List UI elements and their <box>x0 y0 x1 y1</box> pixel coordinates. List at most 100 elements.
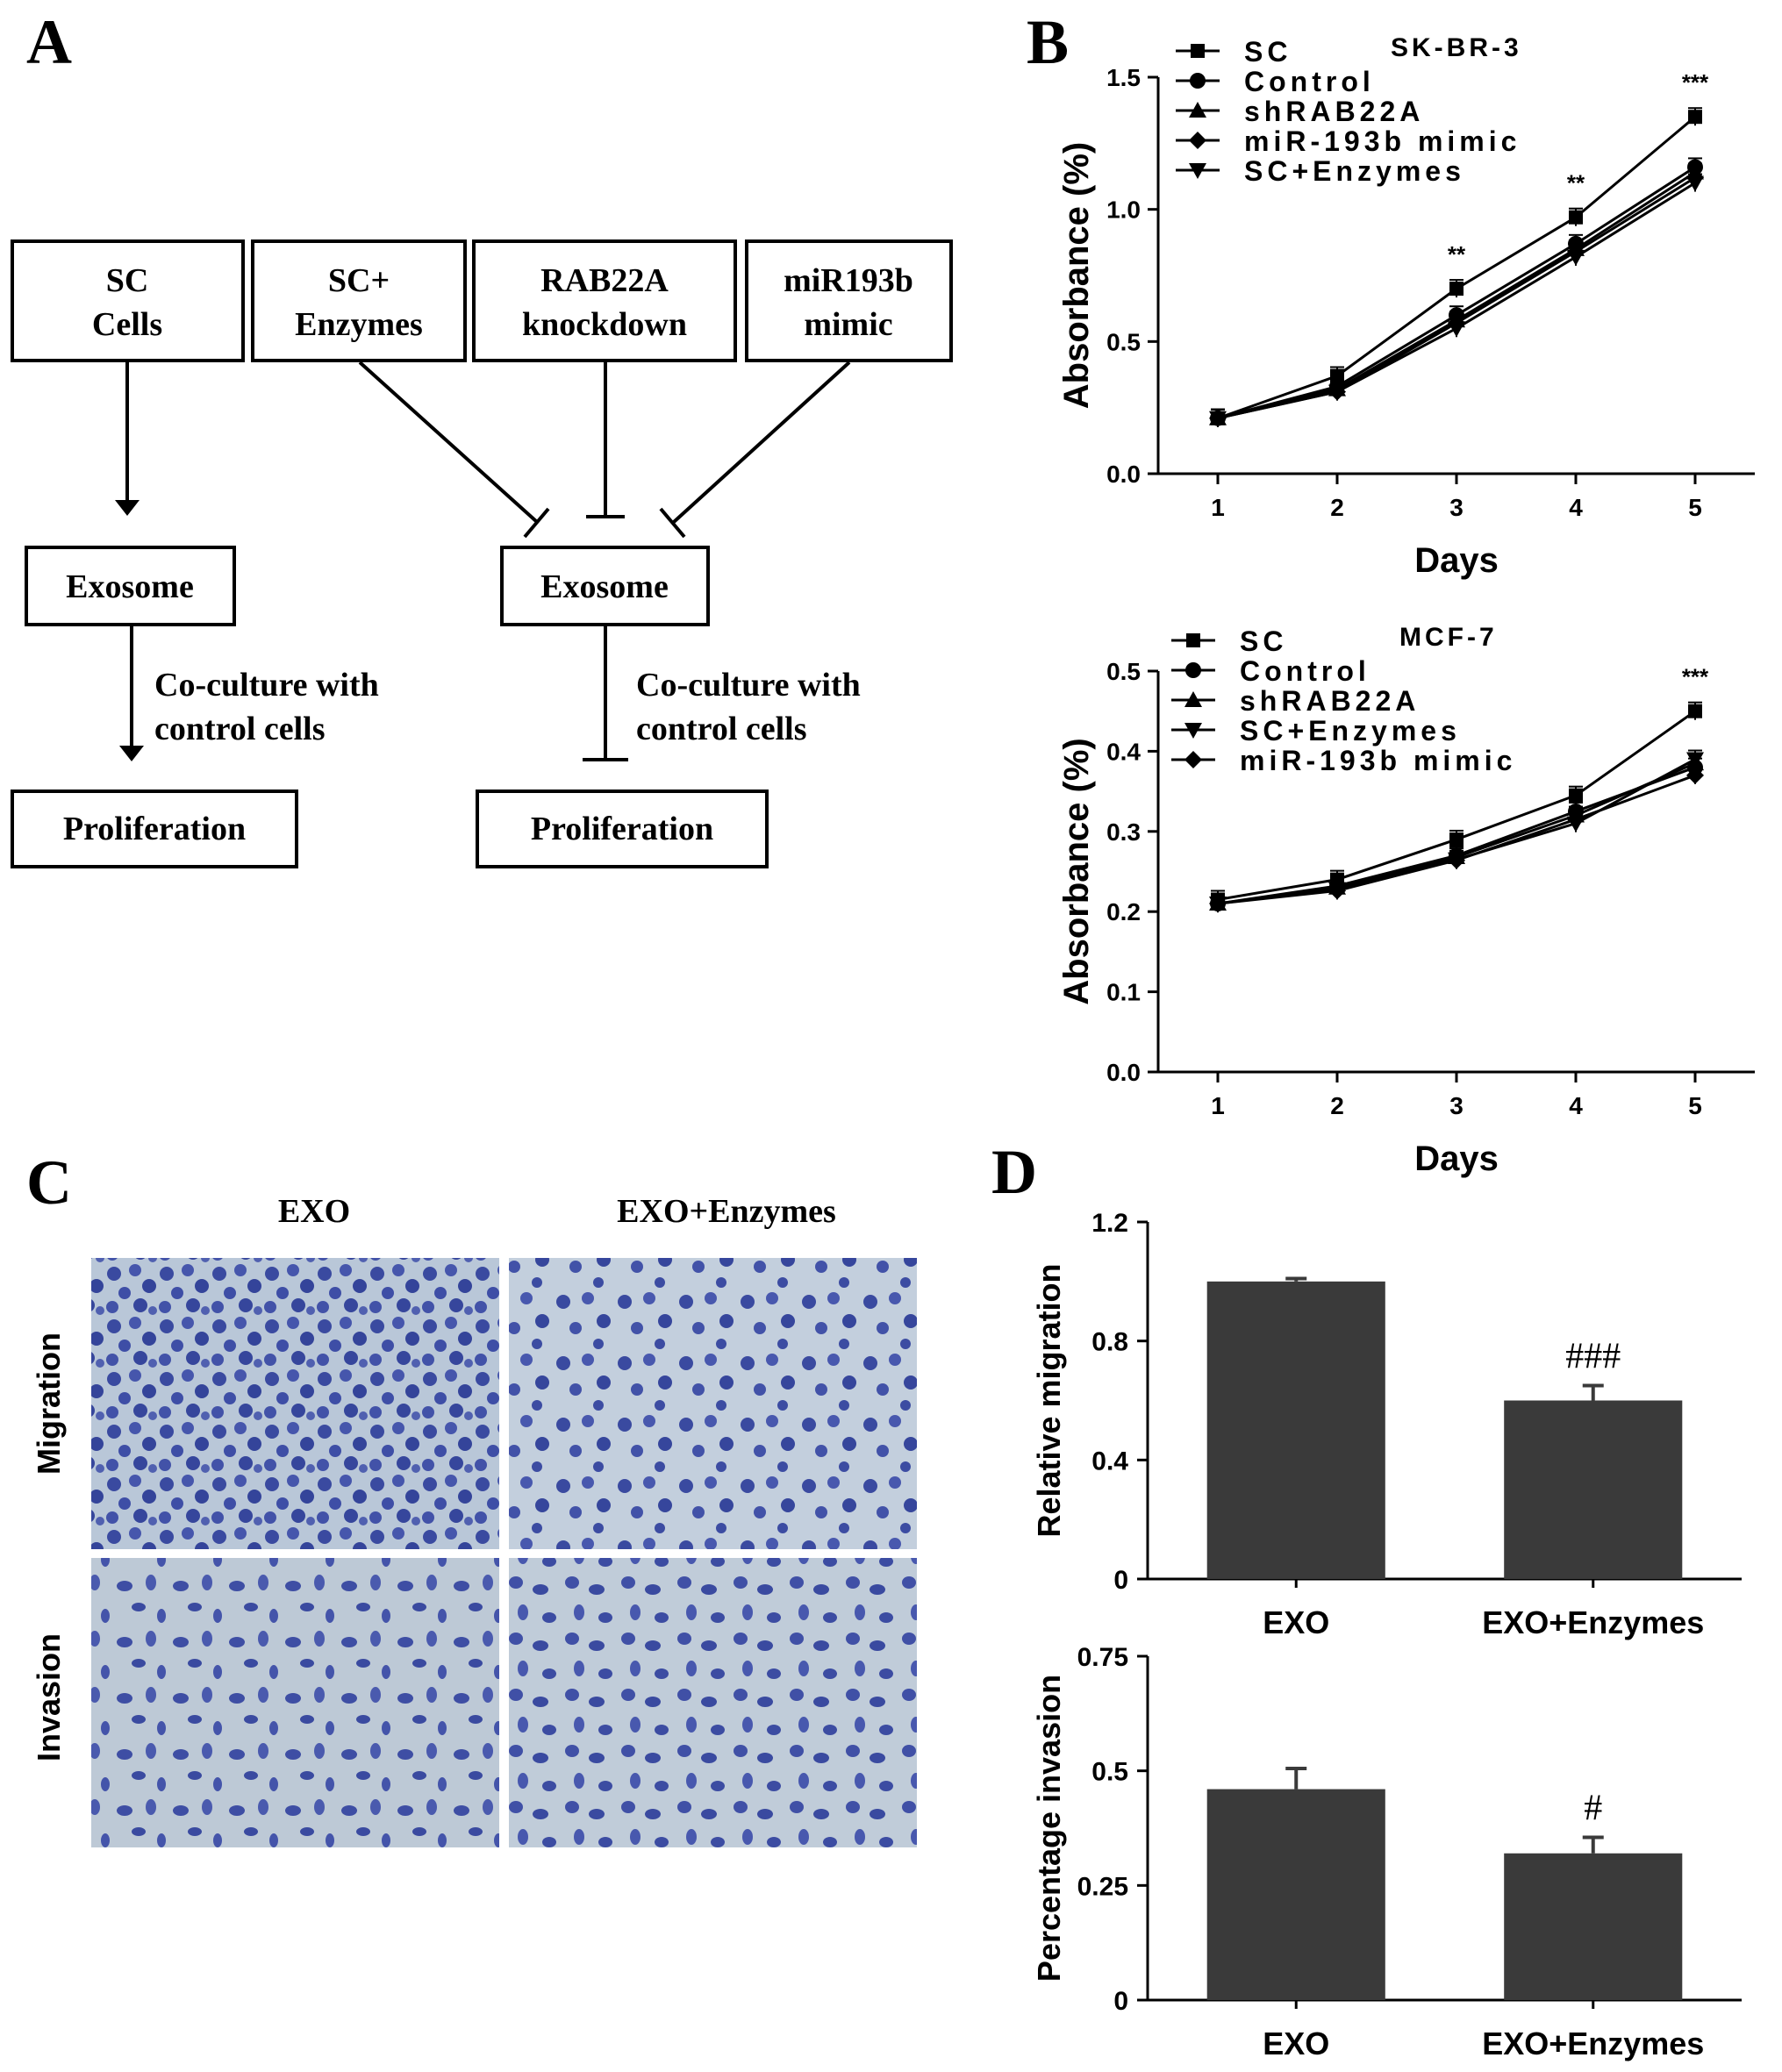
y-tick-label: 1.0 <box>1106 196 1141 224</box>
legend-marker <box>1185 662 1201 678</box>
legend-label: SC <box>1240 625 1287 657</box>
y-tick-label: 0.8 <box>1091 1328 1128 1357</box>
proliferation-right-label: Proliferation <box>531 811 713 847</box>
box-mir193b-mimic <box>745 239 953 362</box>
data-point <box>1448 851 1465 869</box>
micrograph-migration-exo <box>91 1258 499 1549</box>
panel-a-diagram <box>11 239 953 868</box>
data-point <box>1328 882 1346 900</box>
box-sc-cells-line2: Cells <box>92 306 162 343</box>
y-axis-title: Relative migration <box>1031 1263 1067 1537</box>
legend-marker <box>1190 73 1206 89</box>
box-sc-enzymes-line2: Enzymes <box>295 306 423 343</box>
inhibit-bar-3 <box>659 507 686 539</box>
y-tick-label: 0 <box>1113 1987 1128 2016</box>
box-rab22a-line2: knockdown <box>522 306 687 343</box>
legend-label: miR-193b mimic <box>1244 125 1521 157</box>
y-tick-label: 0.5 <box>1106 328 1141 355</box>
panel-b-letter: B <box>1027 7 1069 77</box>
arrowhead-2 <box>119 746 144 761</box>
x-tick-label: 2 <box>1330 494 1344 521</box>
legend-label: SC+Enzymes <box>1240 715 1461 747</box>
bar <box>1504 1853 1683 2000</box>
y-tick-label: 0.4 <box>1091 1447 1128 1475</box>
x-tick-label: 3 <box>1449 1092 1464 1119</box>
box-exosome-right <box>500 546 710 626</box>
data-point <box>1686 766 1704 784</box>
data-point <box>1686 175 1704 192</box>
arrowhead-1 <box>115 500 140 516</box>
x-tick-label: EXO <box>1263 1604 1329 1640</box>
x-tick-label: 1 <box>1211 1092 1225 1119</box>
x-tick-label: 5 <box>1688 1092 1702 1119</box>
y-tick-label: 0.0 <box>1106 1059 1141 1086</box>
data-point <box>1448 321 1465 338</box>
micrograph-migration-exo-enzymes <box>509 1258 917 1549</box>
chart-title: SK-BR-3 <box>1391 33 1522 62</box>
legend-marker <box>1186 633 1200 647</box>
panel-d-letter: D <box>991 1137 1037 1207</box>
bar <box>1504 1400 1683 1579</box>
box-sc-enzymes-line1: SC+ <box>328 262 390 299</box>
legend-label: shRAB22A <box>1244 96 1424 127</box>
x-axis-title: Days <box>1414 541 1499 580</box>
panel-a-letter: A <box>26 7 72 77</box>
box-proliferation-left <box>11 790 298 868</box>
chart-title: MCF-7 <box>1399 623 1498 652</box>
micrograph-invasion-exo-enzymes <box>509 1558 917 1847</box>
data-point <box>1449 832 1464 847</box>
legend-marker <box>1189 102 1206 118</box>
legend-label: Control <box>1240 655 1370 687</box>
x-tick-label: EXO+Enzymes <box>1482 2026 1704 2061</box>
y-tick-label: 0.2 <box>1106 898 1141 925</box>
y-tick-label: 1.2 <box>1091 1209 1128 1238</box>
y-tick-label: 0.5 <box>1091 1758 1128 1787</box>
row-title-invasion: Invasion <box>31 1633 67 1761</box>
x-tick-label: 3 <box>1449 494 1464 521</box>
y-tick-label: 0.3 <box>1106 818 1141 846</box>
legend-label: SC+Enzymes <box>1244 155 1465 187</box>
y-axis-title: Absorbance (%) <box>1057 142 1096 410</box>
bar <box>1206 1281 1385 1579</box>
coculture-right-line2: control cells <box>636 711 807 747</box>
significance-label: *** <box>1682 69 1709 96</box>
data-point <box>1688 110 1702 125</box>
y-tick-label: 0.4 <box>1106 738 1141 765</box>
data-point <box>1567 811 1585 829</box>
legend-label: Control <box>1244 66 1375 97</box>
x-tick-label: 2 <box>1330 1092 1344 1119</box>
coculture-left-line2: control cells <box>154 711 326 747</box>
box-sc-cells-line1: SC <box>106 262 149 299</box>
y-tick-label: 0.75 <box>1077 1643 1128 1672</box>
micrograph-grid <box>91 1258 917 1847</box>
significance-label: *** <box>1682 664 1709 690</box>
chart-relative-migration: 0 0.4 0.8 1.2 Relative migration EXO EXO+Enzym… <box>1031 1209 1742 1640</box>
y-tick-label: 0.1 <box>1106 979 1141 1006</box>
significance-label: ** <box>1448 241 1466 268</box>
legend-label: miR-193b mimic <box>1240 745 1516 776</box>
box-mir193b-line2: mimic <box>804 306 892 343</box>
box-mir193b-line1: miR193b <box>784 262 913 299</box>
legend-marker <box>1191 44 1205 58</box>
legend-label: SC <box>1244 36 1292 68</box>
y-tick-label: 0.0 <box>1106 461 1141 488</box>
x-tick-label: EXO <box>1263 2026 1329 2061</box>
x-tick-label: 4 <box>1569 494 1583 521</box>
box-rab22a-knockdown <box>472 239 737 362</box>
micrograph-invasion-exo <box>91 1558 499 1847</box>
legend-marker <box>1189 163 1206 179</box>
data-point <box>1209 895 1227 913</box>
inhibit-bar-1 <box>523 507 550 539</box>
significance-label: # <box>1584 1788 1602 1828</box>
coculture-right-line1: Co-culture with <box>636 667 861 704</box>
legend-marker <box>1184 723 1202 739</box>
y-axis-title: Percentage invasion <box>1031 1675 1067 1982</box>
chart-percentage-invasion: 0 0.25 0.5 0.75 Percentage invasion EXO EXO+En… <box>1031 1643 1742 2061</box>
box-exosome-left <box>25 546 236 626</box>
data-point <box>1209 411 1227 427</box>
exosome-right-label: Exosome <box>540 568 669 605</box>
legend-marker <box>1189 132 1206 149</box>
legend-marker <box>1184 751 1202 768</box>
